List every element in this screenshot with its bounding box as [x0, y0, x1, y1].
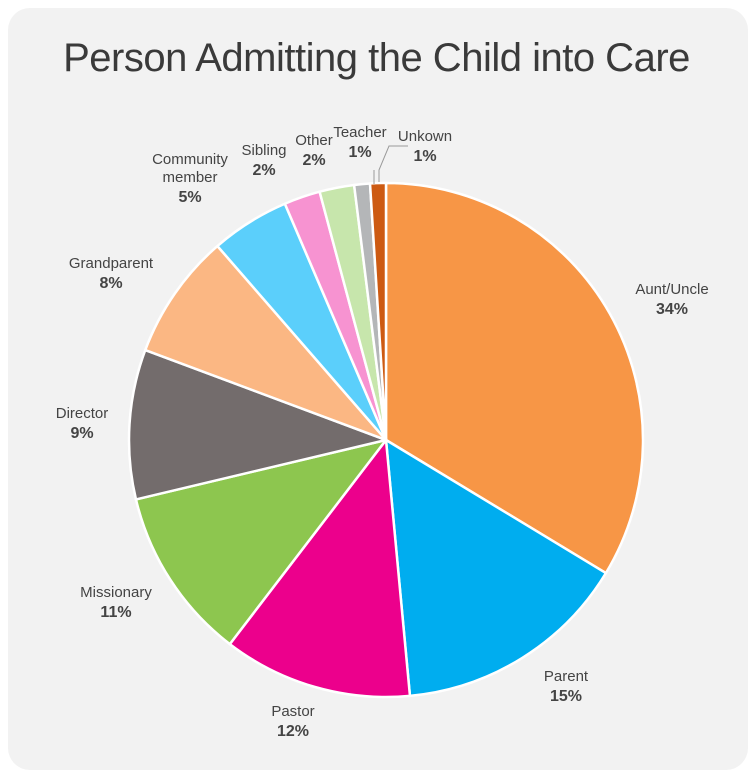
pie-slice-director: [127, 348, 388, 501]
slice-percent: 15%: [550, 688, 582, 705]
pie-slice-grandparent: [144, 244, 388, 442]
pie-slice-aunt-uncle: [384, 181, 645, 575]
slice-label: Director 9%: [56, 405, 109, 442]
slice-percent: 9%: [70, 425, 93, 442]
pie-slice-parent: [384, 438, 608, 698]
slice-percent: 8%: [99, 275, 122, 292]
slice-label: Grandparent 8%: [69, 255, 154, 292]
slice-label: Aunt/Uncle 34%: [635, 281, 708, 318]
slice-percent: 12%: [277, 723, 309, 740]
slice-label: Other 2%: [295, 132, 333, 169]
slice-percent: 2%: [252, 162, 275, 179]
leader-line: [378, 145, 408, 182]
slice-percent: 1%: [348, 144, 371, 161]
slice-label: Missionary 11%: [80, 584, 152, 621]
slice-percent: 5%: [178, 189, 201, 206]
slice-percent: 34%: [656, 301, 688, 318]
slice-label: Teacher 1%: [333, 124, 386, 161]
slice-label: Sibling 2%: [241, 142, 286, 179]
pie-slice-pastor: [228, 438, 412, 699]
slice-percent: 11%: [100, 604, 131, 621]
slice-percent: 1%: [413, 148, 436, 165]
pie-slice-unkown: [368, 181, 388, 442]
chart-title: Person Admitting the Child into Care: [63, 36, 690, 80]
pie-slice-missionary: [134, 438, 388, 646]
slice-label: Unkown 1%: [398, 128, 452, 165]
slice-label: Pastor 12%: [271, 703, 314, 740]
slice-label: Parent 15%: [544, 668, 589, 705]
slice-label: Community member 5%: [152, 151, 228, 206]
slice-percent: 2%: [302, 152, 325, 169]
